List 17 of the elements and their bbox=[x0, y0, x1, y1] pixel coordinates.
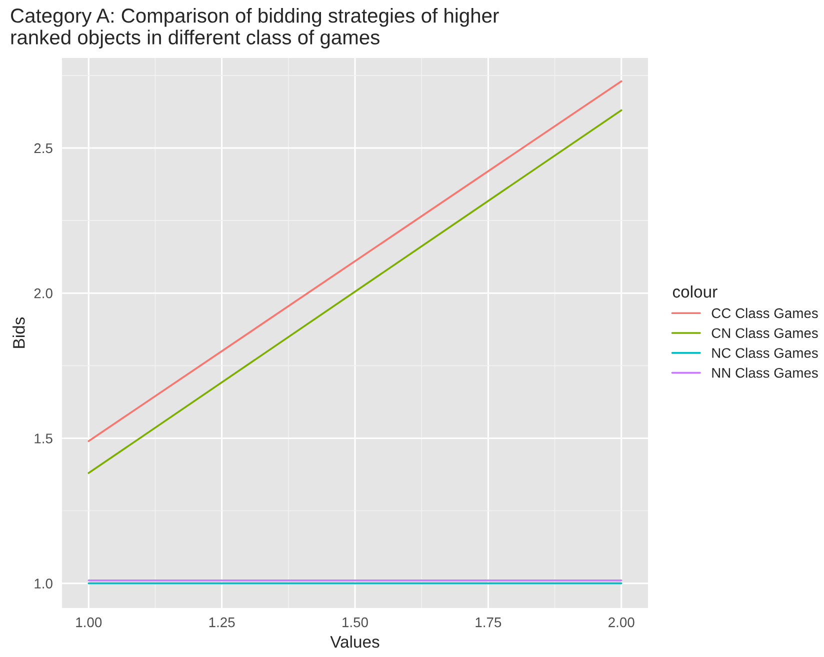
y-tick-label: 1.0 bbox=[34, 578, 52, 588]
x-tick-label: 1.25 bbox=[209, 617, 235, 628]
x-tick-label: 2.00 bbox=[608, 617, 634, 628]
legend-label: CN Class Games bbox=[712, 328, 818, 338]
y-tick-label: 2.0 bbox=[34, 288, 52, 298]
x-tick-label: 1.50 bbox=[342, 617, 368, 628]
legend-label: NC Class Games bbox=[712, 348, 818, 358]
legend-label: NN Class Games bbox=[712, 368, 818, 378]
chart-title: Category A: Comparison of bidding strategies of higher ranked objects in different class of games bbox=[11, 8, 499, 48]
x-tick-label: 1.75 bbox=[476, 618, 502, 628]
y-tick-label: 2.5 bbox=[34, 143, 52, 154]
legend-title: colour bbox=[672, 285, 718, 298]
x-axis-title: Values bbox=[330, 636, 380, 648]
legend-label: CC Class Games bbox=[712, 308, 818, 318]
x-tick-label: 1.00 bbox=[76, 617, 102, 628]
y-tick-label: 1.5 bbox=[34, 434, 52, 444]
y-axis-title: Bids bbox=[12, 317, 25, 348]
